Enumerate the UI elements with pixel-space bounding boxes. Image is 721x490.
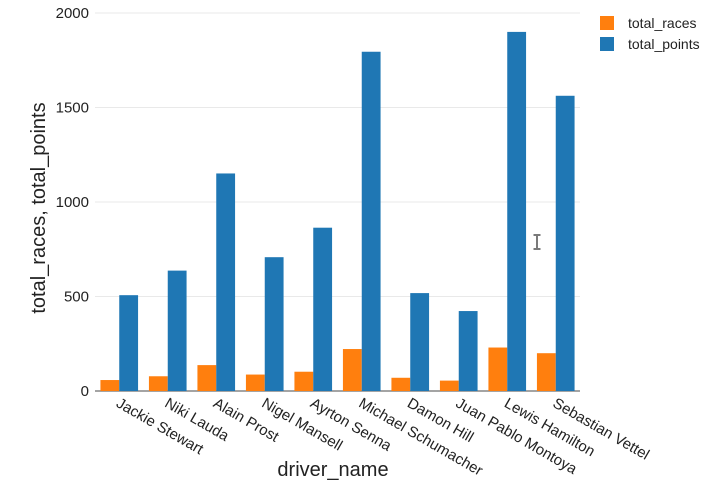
bar-total-points[interactable] [507,31,527,392]
bar-total-races[interactable] [294,371,314,391]
bar-total-points[interactable] [264,257,284,391]
legend-swatch [600,16,614,30]
y-axis-ticks: 0 500 1000 1500 2000 [56,5,89,400]
bar-total-points[interactable] [555,95,575,391]
bar-total-points[interactable] [119,295,139,391]
bar-total-races[interactable] [148,376,168,391]
y-tick-label: 2000 [56,5,89,22]
bar-total-points[interactable] [361,51,381,391]
bars [100,31,575,392]
legend[interactable]: total_races total_points [600,15,700,52]
bar-total-races[interactable] [488,347,508,391]
bar-total-races[interactable] [100,380,120,391]
text-cursor-icon [533,234,541,250]
bar-total-points[interactable] [216,173,236,391]
bar-total-races[interactable] [391,377,411,391]
bar-total-races[interactable] [536,353,556,391]
y-tick-label: 1500 [56,100,89,117]
legend-label[interactable]: total_points [628,36,700,52]
legend-label[interactable]: total_races [628,15,696,31]
y-tick-label: 0 [81,383,89,400]
y-axis-title: total_races, total_points [28,102,50,313]
bar-total-points[interactable] [313,227,333,391]
legend-swatch [600,37,614,51]
bar-total-points[interactable] [167,270,187,391]
bar-total-races[interactable] [245,374,265,391]
y-tick-label: 1000 [56,194,89,211]
bar-total-races[interactable] [439,380,459,391]
y-tick-label: 500 [64,289,89,306]
bar-total-races[interactable] [342,349,362,391]
bar-total-points[interactable] [410,293,430,391]
bar-total-races[interactable] [197,365,217,391]
x-axis-title: driver_name [277,459,388,481]
bar-total-points[interactable] [458,311,478,391]
